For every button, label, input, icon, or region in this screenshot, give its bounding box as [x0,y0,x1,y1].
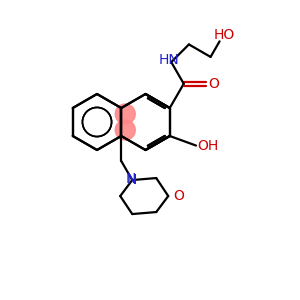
Text: O: O [208,77,219,91]
Text: N: N [126,172,136,186]
Text: HN: HN [159,53,180,67]
Circle shape [115,120,135,140]
Text: HO: HO [214,28,235,42]
Text: OH: OH [197,139,219,153]
Circle shape [115,104,135,124]
Text: N: N [127,173,137,187]
Text: O: O [173,189,184,203]
